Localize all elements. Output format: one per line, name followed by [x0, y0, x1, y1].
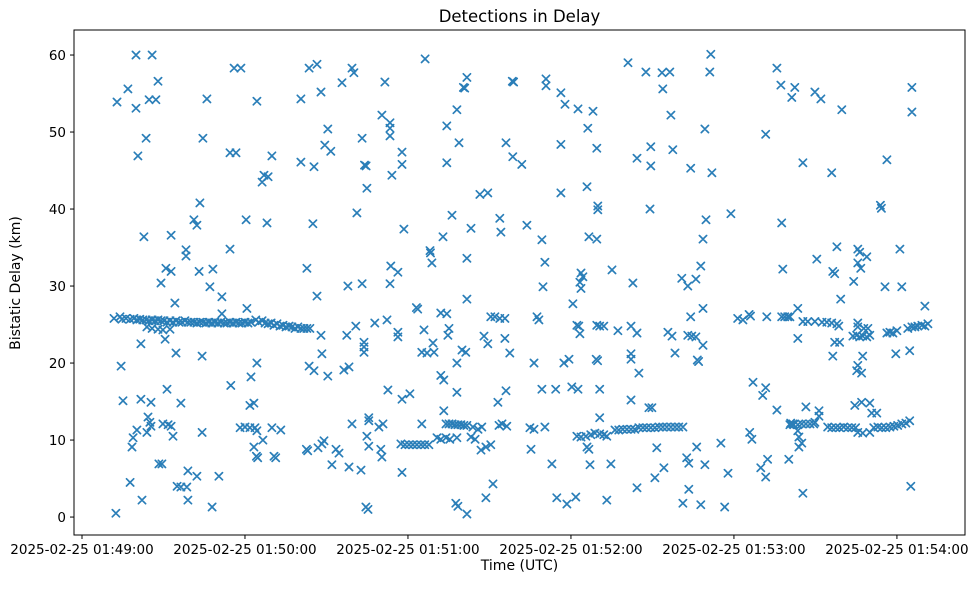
y-tick-label: 0	[57, 510, 66, 526]
x-tick-label: 2025-02-25 01:53:00	[662, 542, 805, 558]
x-tick-label: 2025-02-25 01:50:00	[173, 542, 316, 558]
y-tick-label: 40	[49, 202, 66, 218]
chart-title: Detections in Delay	[438, 7, 601, 26]
x-tick-label: 2025-02-25 01:49:00	[10, 542, 153, 558]
y-tick-label: 10	[49, 433, 66, 449]
x-axis-label: Time (UTC)	[480, 558, 559, 574]
y-tick-label: 50	[49, 125, 66, 141]
x-tick-label: 2025-02-25 01:51:00	[336, 542, 479, 558]
x-tick-label: 2025-02-25 01:52:00	[499, 542, 642, 558]
scatter-markers	[109, 49, 933, 519]
x-tick-label: 2025-02-25 01:54:00	[825, 542, 968, 558]
y-tick-label: 20	[49, 356, 66, 372]
y-axis-label: Bistatic Delay (km)	[8, 216, 24, 350]
plot-border	[73, 29, 966, 536]
y-tick-label: 30	[49, 279, 66, 295]
y-tick-label: 60	[49, 48, 66, 64]
